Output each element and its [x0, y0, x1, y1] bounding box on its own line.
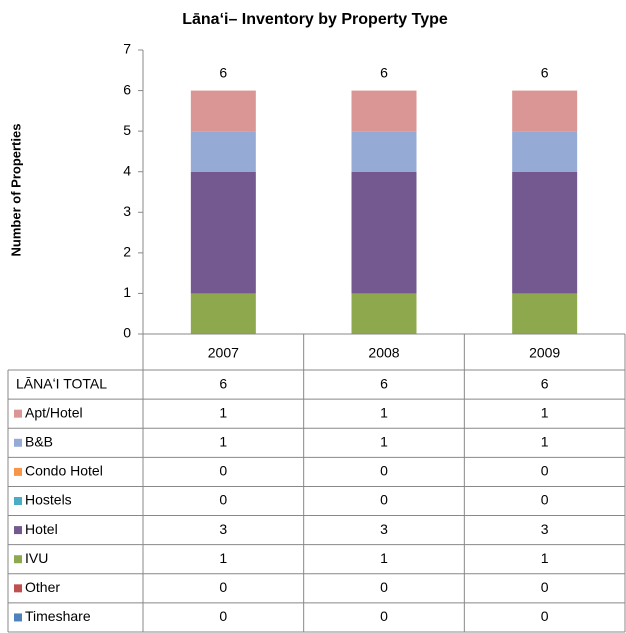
table-cell: 0	[541, 492, 549, 508]
bar-segment	[351, 90, 417, 132]
table-cell: 1	[380, 433, 388, 449]
bar-segment	[512, 131, 578, 172]
legend-label: Apt/Hotel	[25, 404, 83, 420]
total-label: 6	[541, 64, 549, 80]
total-label: 6	[219, 64, 227, 80]
x-tick-label: 2009	[529, 345, 560, 361]
table-cell: 0	[219, 492, 227, 508]
y-tick-label: 6	[123, 81, 131, 97]
table-cell: 0	[219, 608, 227, 624]
legend-key	[14, 555, 22, 564]
bar-segment	[351, 293, 417, 334]
table-cell: 0	[380, 608, 388, 624]
y-tick-label: 0	[123, 325, 131, 341]
legend-label: IVU	[25, 550, 48, 566]
table-cell: 1	[219, 550, 227, 566]
bar-segment	[351, 131, 417, 172]
x-tick-label: 2008	[368, 345, 399, 361]
legend-label: Condo Hotel	[25, 463, 103, 479]
total-label: 6	[380, 64, 388, 80]
bar-segment	[190, 293, 256, 334]
legend-key	[14, 613, 22, 622]
total-row-label: LĀNAʻI TOTAL	[16, 375, 107, 391]
table-cell: 3	[219, 521, 227, 537]
legend-label: Hotel	[25, 521, 58, 537]
table-cell: 6	[219, 375, 227, 391]
bar-segment	[351, 171, 417, 294]
table-cell: 0	[380, 579, 388, 595]
y-tick-label: 7	[123, 41, 131, 57]
x-tick-label: 2007	[208, 345, 239, 361]
table-cell: 3	[380, 521, 388, 537]
table-cell: 1	[219, 404, 227, 420]
legend-label: Timeshare	[25, 608, 91, 624]
bar-segment	[512, 171, 578, 294]
table-cell: 1	[380, 550, 388, 566]
legend-key	[14, 584, 22, 593]
y-tick-label: 5	[123, 122, 131, 138]
table-cell: 0	[380, 463, 388, 479]
table-cell: 1	[380, 404, 388, 420]
bar-segment	[512, 293, 578, 334]
table-cell: 1	[541, 404, 549, 420]
table-cell: 0	[219, 579, 227, 595]
table-cell: 1	[541, 550, 549, 566]
legend-label: B&B	[25, 433, 53, 449]
legend-label: Hostels	[25, 492, 72, 508]
table-cell: 3	[541, 521, 549, 537]
table-cell: 1	[541, 433, 549, 449]
legend-key	[14, 467, 22, 476]
table-cell: 0	[219, 463, 227, 479]
table-cell: 1	[219, 433, 227, 449]
table-cell: 6	[380, 375, 388, 391]
legend-key	[14, 438, 22, 447]
chart-title: Lānaʻi– Inventory by Property Type	[182, 11, 448, 28]
bar-segment	[190, 171, 256, 294]
y-tick-label: 2	[123, 244, 131, 260]
y-tick-label: 4	[123, 162, 131, 178]
table-cell: 0	[541, 579, 549, 595]
y-tick-label: 3	[123, 203, 131, 219]
table-cell: 0	[541, 463, 549, 479]
table-cell: 0	[380, 492, 388, 508]
y-tick-label: 1	[123, 284, 131, 300]
legend-key	[14, 526, 22, 535]
bar-segment	[190, 131, 256, 172]
table-cell: 6	[541, 375, 549, 391]
legend-label: Other	[25, 579, 60, 595]
y-axis-title: Number of Properties	[8, 124, 23, 257]
bar-segment	[512, 90, 578, 132]
table-cell: 0	[541, 608, 549, 624]
bar-segment	[190, 90, 256, 132]
legend-key	[14, 409, 22, 418]
legend-key	[14, 497, 22, 505]
